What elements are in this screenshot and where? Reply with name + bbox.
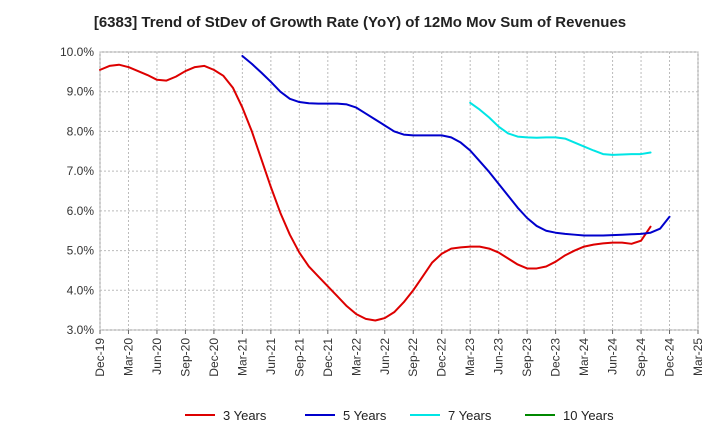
y-tick-label: 3.0% bbox=[67, 323, 95, 337]
chart-title: [6383] Trend of StDev of Growth Rate (Yo… bbox=[93, 14, 627, 31]
x-tick-label: Sep-20 bbox=[178, 338, 192, 377]
x-tick-label: Dec-24 bbox=[663, 338, 677, 377]
y-tick-label: 7.0% bbox=[67, 164, 95, 178]
y-tick-label: 4.0% bbox=[67, 283, 95, 297]
x-tick-label: Sep-21 bbox=[292, 338, 306, 377]
x-tick-label: Jun-23 bbox=[492, 338, 506, 375]
x-tick-label: Sep-24 bbox=[634, 338, 648, 377]
x-tick-label: Mar-22 bbox=[349, 338, 363, 376]
legend-label: 7 Years bbox=[448, 408, 492, 423]
x-tick-label: Mar-25 bbox=[691, 338, 705, 376]
legend-label: 3 Years bbox=[223, 408, 267, 423]
x-tick-label: Mar-21 bbox=[235, 338, 249, 376]
x-tick-label: Dec-20 bbox=[207, 338, 221, 377]
x-tick-label: Jun-22 bbox=[378, 338, 392, 375]
x-tick-label: Mar-24 bbox=[577, 338, 591, 376]
y-tick-label: 10.0% bbox=[60, 45, 94, 59]
series-line-3-years bbox=[99, 63, 652, 322]
x-tick-label: Jun-24 bbox=[606, 338, 620, 375]
x-tick-label: Dec-19 bbox=[93, 338, 107, 377]
series-line-5-years bbox=[241, 54, 671, 237]
x-tick-label: Dec-23 bbox=[549, 338, 563, 377]
x-tick-label: Mar-20 bbox=[121, 338, 135, 376]
legend-label: 10 Years bbox=[563, 408, 614, 423]
plot-area bbox=[99, 51, 699, 331]
y-tick-label: 9.0% bbox=[67, 85, 95, 99]
y-tick-label: 6.0% bbox=[67, 204, 95, 218]
series-line-7-years bbox=[469, 101, 652, 156]
x-tick-label: Sep-23 bbox=[520, 338, 534, 377]
x-tick-label: Dec-22 bbox=[435, 338, 449, 377]
x-tick-label: Mar-23 bbox=[463, 338, 477, 376]
legend-label: 5 Years bbox=[343, 408, 387, 423]
y-tick-label: 5.0% bbox=[67, 244, 95, 258]
y-tick-label: 8.0% bbox=[67, 124, 95, 138]
x-tick-label: Dec-21 bbox=[321, 338, 335, 377]
x-tick-label: Jun-20 bbox=[150, 338, 164, 375]
x-tick-label: Sep-22 bbox=[406, 338, 420, 377]
x-tick-label: Jun-21 bbox=[264, 338, 278, 375]
